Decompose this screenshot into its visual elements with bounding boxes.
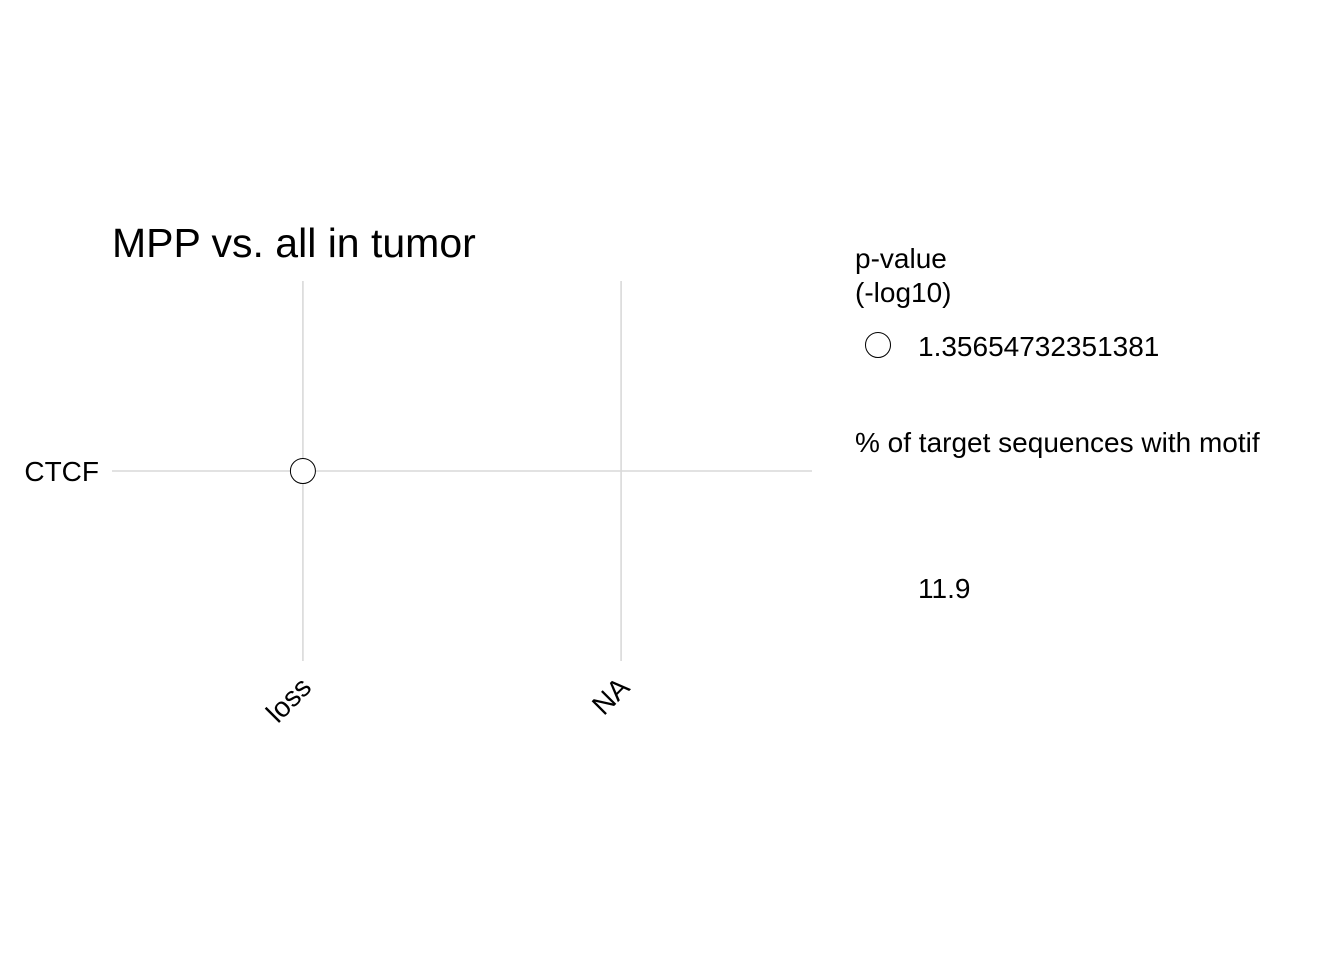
data-points — [289, 458, 316, 484]
x-tick-label: NA — [586, 671, 636, 721]
legend-size-title: % of target sequences with motif — [855, 427, 1260, 458]
x-tick-label: loss — [260, 671, 317, 728]
legend: p-value (-log10) 1.35654732351381 % of t… — [855, 243, 1260, 604]
legend-color-label: 1.35654732351381 — [918, 331, 1159, 362]
legend-color-title-line2: (-log10) — [855, 277, 951, 308]
legend-color-title-line1: p-value — [855, 243, 947, 274]
y-tick-label: CTCF — [24, 456, 99, 487]
x-axis-tick-labels: loss NA — [260, 671, 636, 728]
data-point — [289, 458, 316, 484]
legend-size-label: 11.9 — [918, 573, 970, 604]
chart-title: MPP vs. all in tumor — [112, 220, 476, 266]
y-axis-tick-labels: CTCF — [24, 456, 99, 487]
grid-lines — [112, 281, 812, 661]
legend-color-key — [865, 332, 891, 358]
